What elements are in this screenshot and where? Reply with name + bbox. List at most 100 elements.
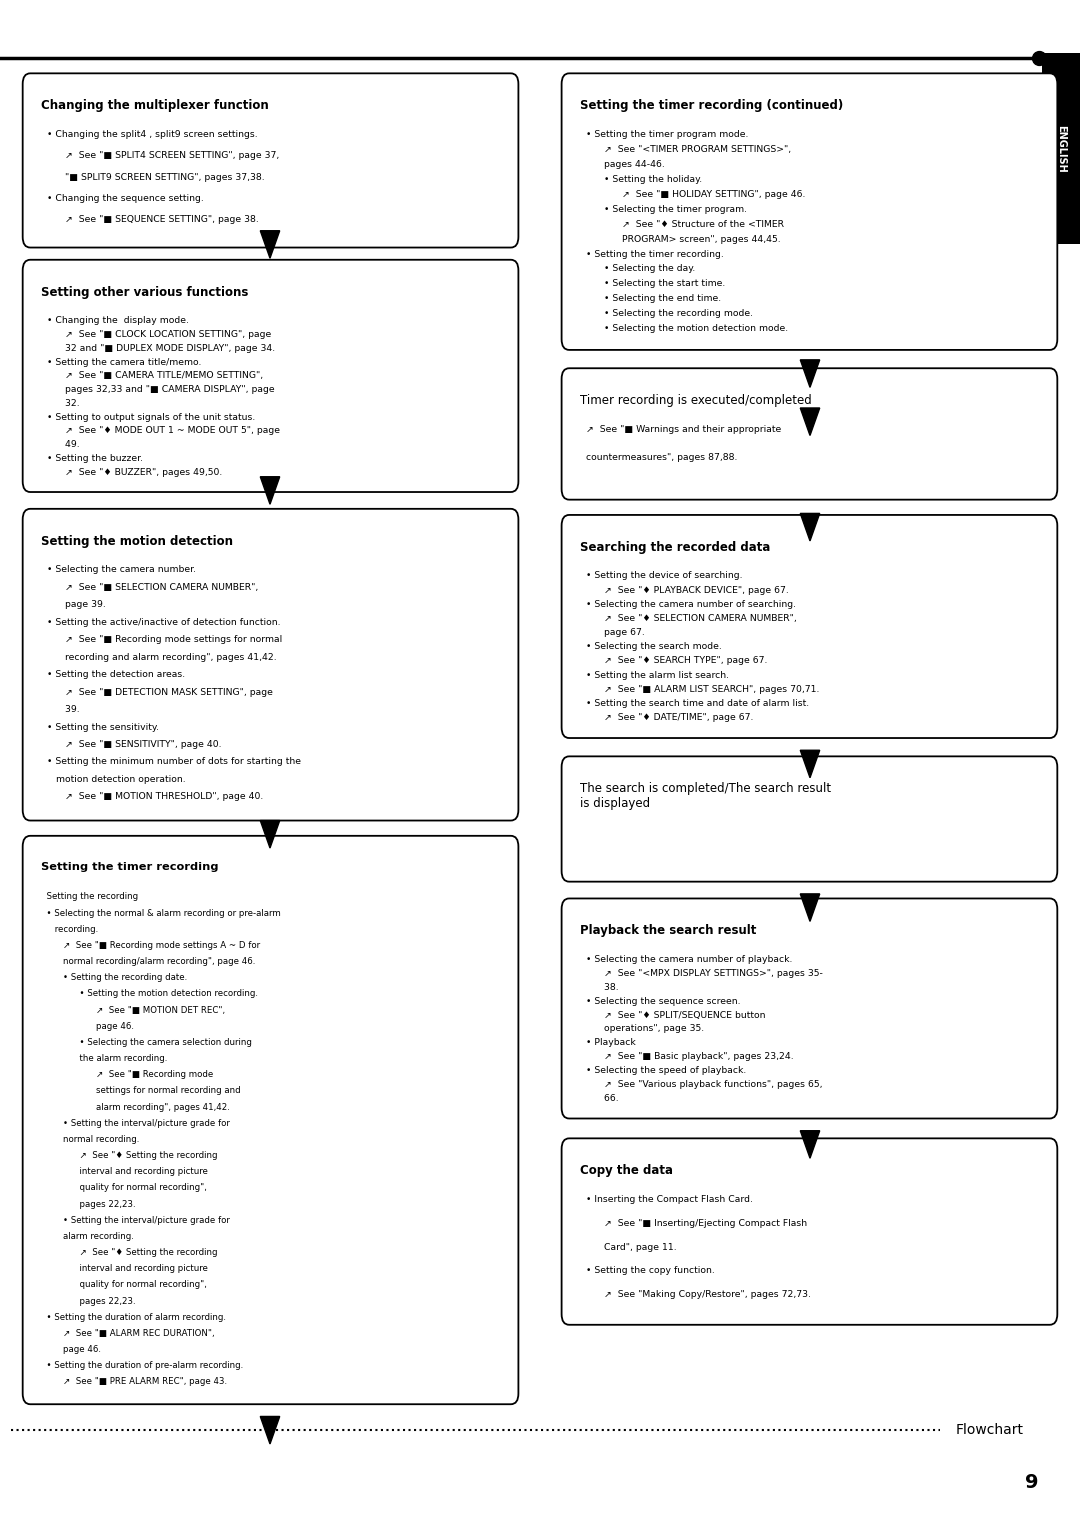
Polygon shape: [260, 821, 280, 848]
FancyBboxPatch shape: [23, 73, 518, 248]
FancyBboxPatch shape: [23, 260, 518, 492]
Polygon shape: [800, 359, 820, 388]
Polygon shape: [800, 894, 820, 921]
Text: ↗  See "■ SENSITIVITY", page 40.: ↗ See "■ SENSITIVITY", page 40.: [41, 740, 221, 749]
Text: ↗  See "Various playback functions", pages 65,: ↗ See "Various playback functions", page…: [580, 1080, 823, 1089]
Text: • Setting the minimum number of dots for starting the: • Setting the minimum number of dots for…: [41, 758, 301, 767]
FancyBboxPatch shape: [1042, 53, 1080, 244]
Text: ↗  See "<TIMER PROGRAM SETTINGS>",: ↗ See "<TIMER PROGRAM SETTINGS>",: [580, 145, 791, 154]
Text: ↗  See "♦ Structure of the <TIMER: ↗ See "♦ Structure of the <TIMER: [580, 220, 784, 229]
Text: • Setting the camera title/memo.: • Setting the camera title/memo.: [41, 358, 201, 367]
Text: • Selecting the speed of playback.: • Selecting the speed of playback.: [580, 1067, 746, 1076]
Text: Setting the recording: Setting the recording: [41, 892, 138, 902]
Text: 9: 9: [1025, 1473, 1038, 1491]
Polygon shape: [800, 513, 820, 541]
Text: pages 44-46.: pages 44-46.: [580, 160, 664, 168]
FancyBboxPatch shape: [562, 756, 1057, 882]
Text: • Selecting the search mode.: • Selecting the search mode.: [580, 642, 721, 651]
Text: ↗  See "■ CLOCK LOCATION SETTING", page: ↗ See "■ CLOCK LOCATION SETTING", page: [41, 330, 271, 339]
Text: Timer recording is executed/completed: Timer recording is executed/completed: [580, 394, 812, 408]
FancyBboxPatch shape: [562, 73, 1057, 350]
Text: pages 22,23.: pages 22,23.: [41, 1199, 136, 1209]
FancyBboxPatch shape: [23, 836, 518, 1404]
Text: ↗  See "■ MOTION THRESHOLD", page 40.: ↗ See "■ MOTION THRESHOLD", page 40.: [41, 793, 264, 801]
Text: Setting the motion detection: Setting the motion detection: [41, 535, 233, 549]
Text: • Setting the interval/picture grade for: • Setting the interval/picture grade for: [41, 1216, 230, 1225]
Text: • Selecting the camera number of searching.: • Selecting the camera number of searchi…: [580, 601, 796, 608]
Text: 32 and "■ DUPLEX MODE DISPLAY", page 34.: 32 and "■ DUPLEX MODE DISPLAY", page 34.: [41, 344, 275, 353]
Text: ↗  See "♦ Setting the recording: ↗ See "♦ Setting the recording: [41, 1248, 217, 1258]
Text: ↗  See "■ Warnings and their appropriate: ↗ See "■ Warnings and their appropriate: [580, 425, 781, 434]
Text: • Selecting the camera selection during: • Selecting the camera selection during: [41, 1038, 252, 1047]
Text: pages 32,33 and "■ CAMERA DISPLAY", page: pages 32,33 and "■ CAMERA DISPLAY", page: [41, 385, 274, 394]
FancyBboxPatch shape: [23, 509, 518, 821]
Text: ↗  See "■ SEQUENCE SETTING", page 38.: ↗ See "■ SEQUENCE SETTING", page 38.: [41, 215, 259, 225]
Text: • Setting the interval/picture grade for: • Setting the interval/picture grade for: [41, 1118, 230, 1128]
Text: • Changing the sequence setting.: • Changing the sequence setting.: [41, 194, 204, 203]
Text: interval and recording picture: interval and recording picture: [41, 1264, 208, 1273]
Text: ↗  See "♦ DATE/TIME", page 67.: ↗ See "♦ DATE/TIME", page 67.: [580, 714, 754, 723]
Text: ↗  See "■ Recording mode: ↗ See "■ Recording mode: [41, 1070, 213, 1079]
Polygon shape: [800, 750, 820, 778]
Text: ↗  See "■ SELECTION CAMERA NUMBER",: ↗ See "■ SELECTION CAMERA NUMBER",: [41, 582, 258, 591]
Text: 66.: 66.: [580, 1094, 619, 1103]
Text: ↗  See "■ DETECTION MASK SETTING", page: ↗ See "■ DETECTION MASK SETTING", page: [41, 688, 273, 697]
Text: normal recording.: normal recording.: [41, 1135, 139, 1144]
Text: Flowchart: Flowchart: [956, 1423, 1024, 1438]
Text: ↗  See "■ ALARM REC DURATION",: ↗ See "■ ALARM REC DURATION",: [41, 1329, 215, 1339]
Text: • Setting the device of searching.: • Setting the device of searching.: [580, 571, 742, 581]
Text: • Setting the detection areas.: • Setting the detection areas.: [41, 671, 185, 678]
Text: • Setting the copy function.: • Setting the copy function.: [580, 1267, 715, 1276]
FancyBboxPatch shape: [562, 368, 1057, 500]
Text: • Selecting the sequence screen.: • Selecting the sequence screen.: [580, 996, 741, 1005]
Text: Setting the timer recording: Setting the timer recording: [41, 862, 218, 872]
Text: ↗  See "■ PRE ALARM REC", page 43.: ↗ See "■ PRE ALARM REC", page 43.: [41, 1377, 227, 1386]
Text: • Setting the duration of pre-alarm recording.: • Setting the duration of pre-alarm reco…: [41, 1361, 243, 1371]
Text: • Selecting the timer program.: • Selecting the timer program.: [580, 205, 747, 214]
FancyBboxPatch shape: [562, 1138, 1057, 1325]
Text: 49.: 49.: [41, 440, 80, 449]
Text: 32.: 32.: [41, 399, 80, 408]
Text: alarm recording", pages 41,42.: alarm recording", pages 41,42.: [41, 1103, 230, 1111]
Text: pages 22,23.: pages 22,23.: [41, 1297, 136, 1305]
Text: ↗  See "■ ALARM LIST SEARCH", pages 70,71.: ↗ See "■ ALARM LIST SEARCH", pages 70,71…: [580, 685, 820, 694]
Text: ↗  See "♦ SPLIT/SEQUENCE button: ↗ See "♦ SPLIT/SEQUENCE button: [580, 1010, 766, 1019]
Text: • Setting the holiday.: • Setting the holiday.: [580, 174, 702, 183]
Text: the alarm recording.: the alarm recording.: [41, 1054, 167, 1063]
Text: • Selecting the day.: • Selecting the day.: [580, 264, 696, 274]
Text: quality for normal recording",: quality for normal recording",: [41, 1183, 207, 1192]
Text: • Setting the timer program mode.: • Setting the timer program mode.: [580, 130, 748, 139]
Text: ↗  See "■ MOTION DET REC",: ↗ See "■ MOTION DET REC",: [41, 1005, 225, 1015]
Text: recording.: recording.: [41, 924, 98, 934]
FancyBboxPatch shape: [562, 898, 1057, 1118]
Text: Changing the multiplexer function: Changing the multiplexer function: [41, 99, 269, 113]
Text: motion detection operation.: motion detection operation.: [41, 775, 186, 784]
Text: • Selecting the normal & alarm recording or pre-alarm: • Selecting the normal & alarm recording…: [41, 909, 281, 917]
Text: ↗  See "♦ SELECTION CAMERA NUMBER",: ↗ See "♦ SELECTION CAMERA NUMBER",: [580, 614, 797, 623]
Polygon shape: [800, 408, 820, 435]
Text: page 46.: page 46.: [41, 1345, 102, 1354]
Text: page 39.: page 39.: [41, 601, 106, 610]
Text: • Selecting the recording mode.: • Selecting the recording mode.: [580, 309, 753, 318]
Text: • Selecting the motion detection mode.: • Selecting the motion detection mode.: [580, 324, 788, 333]
Text: • Setting the duration of alarm recording.: • Setting the duration of alarm recordin…: [41, 1313, 226, 1322]
Polygon shape: [260, 231, 280, 258]
Text: normal recording/alarm recording", page 46.: normal recording/alarm recording", page …: [41, 957, 255, 966]
Polygon shape: [260, 1416, 280, 1444]
Text: • Setting to output signals of the unit status.: • Setting to output signals of the unit …: [41, 413, 255, 422]
Polygon shape: [260, 477, 280, 504]
Text: Setting the timer recording (continued): Setting the timer recording (continued): [580, 99, 843, 113]
Text: • Changing the  display mode.: • Changing the display mode.: [41, 316, 189, 325]
Text: 39.: 39.: [41, 704, 80, 714]
Text: • Inserting the Compact Flash Card.: • Inserting the Compact Flash Card.: [580, 1195, 753, 1204]
Text: ↗  See "♦ Setting the recording: ↗ See "♦ Setting the recording: [41, 1151, 217, 1160]
Text: ↗  See "■ Inserting/Ejecting Compact Flash: ↗ See "■ Inserting/Ejecting Compact Flas…: [580, 1219, 807, 1227]
Text: ↗  See "■ SPLIT4 SCREEN SETTING", page 37,: ↗ See "■ SPLIT4 SCREEN SETTING", page 37…: [41, 151, 280, 160]
Text: • Setting the timer recording.: • Setting the timer recording.: [580, 249, 724, 258]
Text: ENGLISH: ENGLISH: [1056, 125, 1066, 173]
Text: settings for normal recording and: settings for normal recording and: [41, 1086, 241, 1096]
Text: The search is completed/The search result
is displayed: The search is completed/The search resul…: [580, 782, 832, 810]
Text: • Setting the buzzer.: • Setting the buzzer.: [41, 454, 143, 463]
Text: quality for normal recording",: quality for normal recording",: [41, 1280, 207, 1290]
Text: 38.: 38.: [580, 983, 619, 992]
